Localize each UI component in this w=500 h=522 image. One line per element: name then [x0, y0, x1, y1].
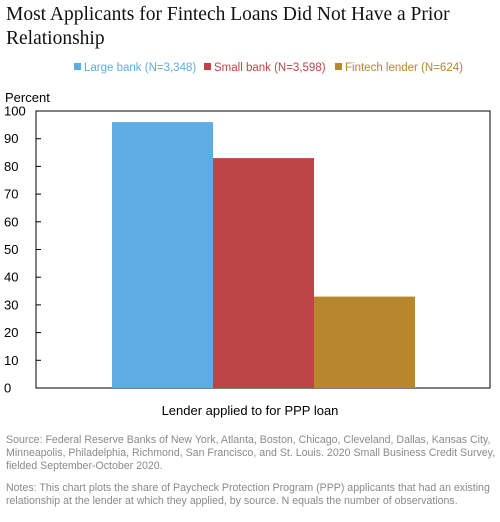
y-tick-label: 0	[4, 381, 11, 396]
legend-item-small-bank: Small bank (N=3,598)	[204, 61, 326, 75]
y-tick-label: 30	[4, 297, 18, 312]
x-axis-label: Lender applied to for PPP loan	[161, 403, 339, 418]
bar-small-bank	[213, 158, 314, 388]
y-tick-label: 20	[4, 325, 18, 340]
bar-large-bank	[112, 122, 213, 388]
y-tick-label: 50	[4, 242, 18, 257]
y-axis-label: Percent	[5, 90, 50, 105]
notes-text: Notes: This chart plots the share of Pay…	[6, 482, 490, 507]
y-tick-label: 100	[4, 104, 26, 119]
y-tick-label: 90	[4, 131, 18, 146]
y-tick-label: 60	[4, 214, 18, 229]
chart-legend: Large bank (N=3,348) Small bank (N=3,598…	[0, 61, 500, 77]
y-tick-label: 70	[4, 187, 18, 202]
y-tick-label: 80	[4, 159, 18, 174]
legend-label-small-bank: Small bank (N=3,598)	[214, 62, 326, 74]
y-tick-label: 40	[4, 270, 18, 285]
legend-swatch-large-bank	[74, 63, 81, 70]
legend-swatch-fintech-lender	[335, 63, 342, 70]
bar-fintech-lender	[314, 296, 415, 388]
legend-swatch-small-bank	[204, 63, 211, 70]
legend-item-fintech-lender: Fintech lender (N=624)	[335, 61, 463, 75]
y-tick-label: 10	[4, 353, 18, 368]
legend-label-fintech-lender: Fintech lender (N=624)	[345, 62, 463, 74]
legend-item-large-bank: Large bank (N=3,348)	[74, 61, 196, 75]
legend-label-large-bank: Large bank (N=3,348)	[84, 62, 197, 74]
chart-title: Most Applicants for Fintech Loans Did No…	[6, 4, 450, 49]
source-note: Source: Federal Reserve Banks of New Yor…	[6, 434, 496, 472]
